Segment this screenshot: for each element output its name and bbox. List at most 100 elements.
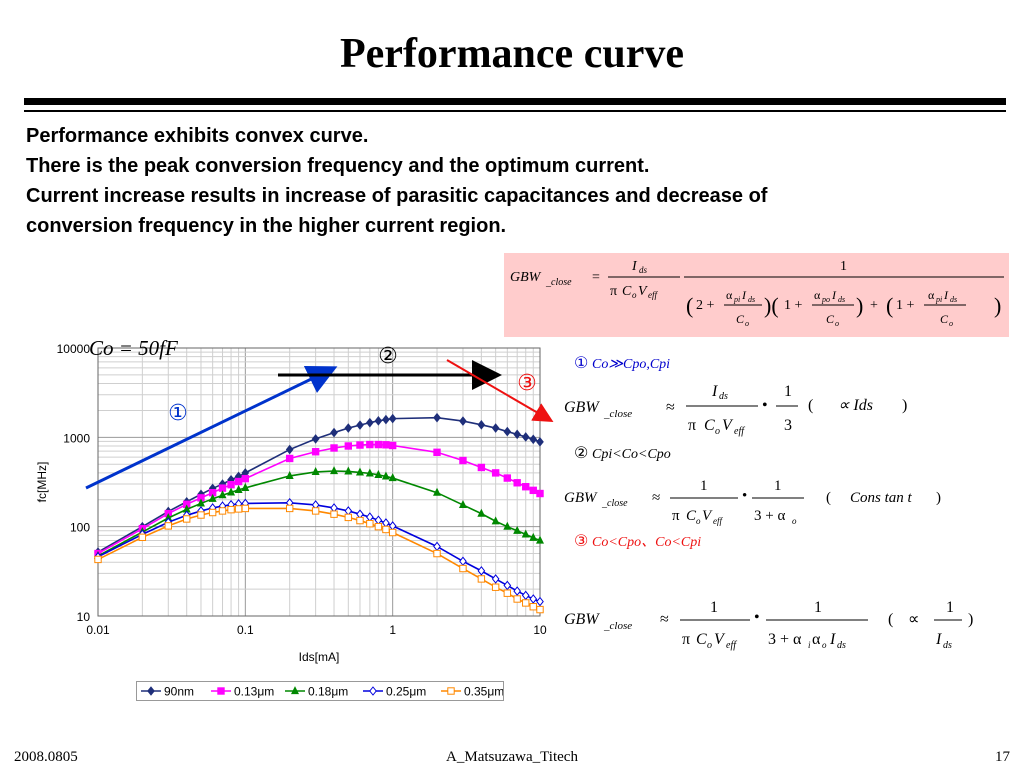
data-point <box>388 441 397 450</box>
svg-text:i: i <box>808 640 811 650</box>
performance-chart: 0.01 0.1 1 10 10 100 1000 10000 Ids[mA] fc[MHz] <box>35 342 547 664</box>
series-line <box>97 443 541 555</box>
svg-text:V: V <box>702 508 713 524</box>
legend-item: 90nm <box>141 685 194 699</box>
bullet-line-2: There is the peak conversion frequency a… <box>26 155 650 177</box>
chart-axes <box>97 347 541 617</box>
footer-date: 2008.0805 <box>14 749 78 765</box>
chart-series <box>93 412 545 614</box>
svg-text:po: po <box>821 295 830 304</box>
data-point <box>447 687 455 695</box>
svg-text:(: ( <box>888 611 893 628</box>
data-point <box>529 486 537 495</box>
case1-note: ∝ Ids <box>838 397 873 414</box>
series-line <box>97 501 541 603</box>
y-tick-label: 100 <box>70 521 90 535</box>
data-point <box>503 521 512 530</box>
svg-text:•: • <box>762 397 768 414</box>
svg-text:1: 1 <box>774 478 782 494</box>
svg-text:): ) <box>856 293 863 318</box>
svg-text:α: α <box>812 631 821 648</box>
data-point <box>330 427 338 438</box>
series-line <box>97 416 541 553</box>
data-point <box>344 423 353 433</box>
plot-frame <box>97 347 541 617</box>
data-point <box>382 441 390 449</box>
case2-note: Cons tan t <box>850 490 913 506</box>
data-point <box>366 512 374 522</box>
data-point <box>513 479 521 487</box>
data-point <box>433 412 441 423</box>
svg-text:α: α <box>726 288 733 302</box>
data-point <box>365 468 374 477</box>
title-rule-thick <box>24 98 1006 105</box>
case1-label: ① <box>574 355 588 372</box>
data-point <box>433 487 442 496</box>
legend-item: 0.35μm <box>441 685 504 699</box>
series-1 <box>94 412 544 557</box>
y-axis-label: fc[MHz] <box>35 462 49 503</box>
svg-text:3: 3 <box>784 417 792 434</box>
data-point <box>366 417 374 428</box>
case2-label: ② <box>574 445 588 462</box>
data-point <box>522 483 530 491</box>
svg-text:α: α <box>928 288 935 302</box>
data-point <box>459 564 467 573</box>
svg-text:eff: eff <box>734 426 745 437</box>
svg-text:o: o <box>792 516 797 526</box>
data-point <box>529 594 538 604</box>
svg-text:I: I <box>831 288 837 302</box>
svg-text:ds: ds <box>748 295 755 304</box>
data-point <box>513 429 522 440</box>
data-point <box>344 513 353 522</box>
data-point <box>164 522 172 530</box>
svg-text:)(: )( <box>764 293 779 318</box>
svg-text:ds: ds <box>950 295 957 304</box>
svg-text:GBW: GBW <box>564 611 600 628</box>
data-point <box>311 448 320 456</box>
data-point <box>227 487 236 496</box>
data-point <box>529 532 538 541</box>
svg-text:π: π <box>688 417 696 434</box>
svg-text:eff: eff <box>713 516 723 526</box>
svg-text:_close: _close <box>601 498 628 509</box>
data-point <box>285 454 294 463</box>
data-point <box>529 603 537 611</box>
svg-text:π: π <box>682 631 690 648</box>
svg-text:I: I <box>935 631 942 648</box>
data-point <box>536 596 544 607</box>
svg-text:): ) <box>994 293 1001 318</box>
data-point <box>285 444 294 455</box>
data-point <box>522 599 530 607</box>
data-point <box>208 493 217 502</box>
data-point <box>369 686 377 696</box>
svg-text:eff: eff <box>726 640 737 651</box>
svg-text:o: o <box>745 319 749 328</box>
data-point <box>382 525 390 534</box>
svg-text:_close: _close <box>603 408 632 420</box>
case3-label: ③ <box>574 533 588 550</box>
data-point <box>459 416 467 426</box>
svg-text:GBW: GBW <box>564 490 598 506</box>
data-point <box>382 414 390 425</box>
svg-text:≈: ≈ <box>652 490 660 506</box>
co-value-label: Co = 50fF <box>89 336 178 360</box>
title-rule-thin <box>24 110 1006 112</box>
svg-text:I: I <box>943 288 949 302</box>
data-point <box>535 535 545 544</box>
y-tick-label: 1000 <box>63 431 90 445</box>
data-point <box>330 444 338 452</box>
data-point <box>218 490 227 499</box>
data-point <box>513 525 522 534</box>
chart-grid <box>97 348 540 617</box>
data-point <box>234 477 243 486</box>
svg-text:3 + α: 3 + α <box>754 508 785 524</box>
data-point <box>477 420 486 430</box>
data-point <box>433 448 441 456</box>
svg-text:1: 1 <box>814 599 822 616</box>
svg-text:1: 1 <box>784 383 792 400</box>
x-tick-label: 0.01 <box>86 623 110 637</box>
data-point <box>459 556 467 567</box>
data-point <box>94 555 102 564</box>
